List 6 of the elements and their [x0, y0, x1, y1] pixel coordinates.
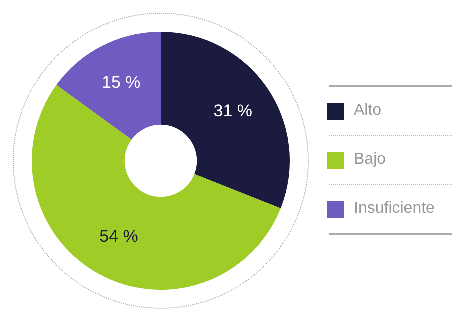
- data-label: 54 %: [100, 227, 138, 246]
- legend-label: Insuficiente: [354, 200, 435, 218]
- data-label: 31 %: [214, 102, 252, 121]
- legend-label: Bajo: [354, 151, 386, 169]
- legend-label: Alto: [354, 102, 382, 120]
- data-label: 15 %: [102, 72, 141, 92]
